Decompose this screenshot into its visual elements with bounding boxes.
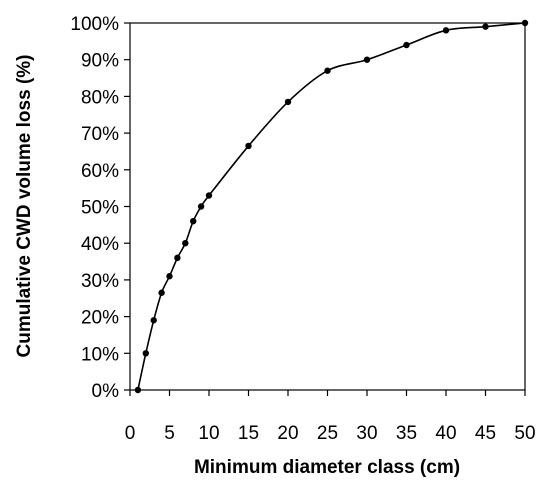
y-tick-label: 80% [81, 87, 119, 108]
data-point [403, 41, 410, 49]
data-point [197, 203, 205, 210]
data-point [482, 23, 489, 30]
x-tick-label: 20 [277, 423, 298, 444]
y-axis-title: Cumulative CWD volume loss (%) [14, 55, 35, 358]
y-tick-label: 60% [81, 161, 119, 182]
x-tick-label: 10 [198, 423, 219, 444]
y-axis-ticks: 0% 10% 20% 30% 40% 50% 60% 70% 80% 90% 100% [70, 14, 130, 402]
x-tick-label: 40 [435, 423, 456, 444]
y-tick-label: 10% [81, 344, 119, 365]
x-tick-label: 30 [356, 423, 377, 444]
x-tick-label: 5 [164, 423, 175, 444]
data-point [190, 217, 197, 225]
y-tick-label: 0% [92, 381, 120, 402]
plot-area [129, 22, 526, 391]
series-line [137, 22, 526, 391]
y-tick-label: 20% [81, 308, 119, 329]
data-point [363, 56, 371, 63]
x-tick-label: 35 [396, 423, 417, 444]
x-axis-ticks: 0 5 10 15 20 25 30 35 40 45 50 [125, 390, 536, 444]
series-layer [134, 19, 529, 394]
data-point [158, 289, 165, 296]
y-tick-label: 90% [81, 51, 119, 72]
x-axis-title: Minimum diameter class (cm) [194, 457, 460, 478]
x-tick-label: 25 [317, 423, 338, 444]
data-point [205, 192, 213, 199]
data-point [150, 317, 157, 324]
data-point [442, 27, 450, 34]
y-tick-label: 50% [81, 198, 119, 219]
data-point [166, 273, 173, 280]
y-tick-label: 40% [81, 234, 119, 255]
data-point [174, 254, 181, 262]
x-tick-label: 45 [475, 423, 496, 444]
y-tick-label: 100% [70, 14, 119, 35]
data-point [324, 67, 331, 74]
y-tick-label: 30% [81, 271, 119, 292]
x-tick-label: 0 [125, 423, 136, 444]
data-point [182, 240, 189, 247]
data-point [284, 98, 292, 106]
x-tick-label: 15 [238, 423, 259, 444]
x-tick-label: 50 [514, 423, 535, 444]
data-point [521, 19, 529, 27]
data-point [134, 386, 142, 394]
data-point [142, 350, 149, 357]
y-tick-label: 70% [81, 124, 119, 145]
data-point [245, 142, 252, 150]
